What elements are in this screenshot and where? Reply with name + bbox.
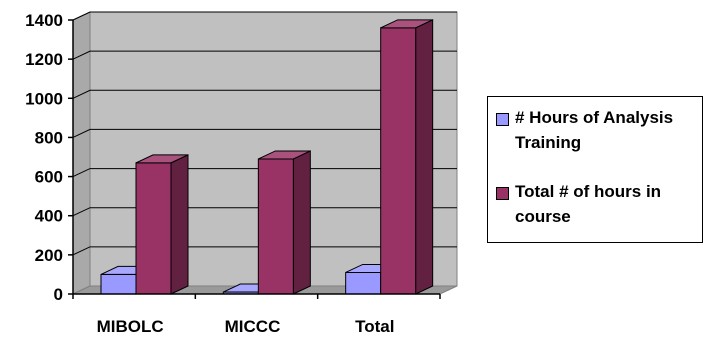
legend-label-analysis-training: # Hours of Analysis Training [515,108,674,152]
y-tick-label: 400 [35,207,63,226]
legend-swatch-total-hours [496,187,509,200]
legend-swatch-analysis-training [496,113,509,126]
gridlines [72,11,457,256]
legend: # Hours of Analysis Training Total # of … [487,96,703,243]
y-axis: 0 200 400 600 800 1000 1200 1400 [25,11,74,304]
gridline [72,246,457,256]
x-tick-label-mibolc: MIBOLC [97,317,164,336]
bar-total-series-2 [380,19,434,295]
legend-item-analysis-training: # Hours of Analysis Training [496,108,703,155]
bars [100,19,434,295]
side-wall [72,11,91,295]
gridline [72,89,457,99]
gridline [72,50,457,60]
gridline [72,168,457,178]
bar-miccc-series-2 [257,150,311,295]
y-tick-label: 0 [54,285,63,304]
gridline [72,207,457,217]
y-tick-label: 1400 [25,11,63,30]
x-tick-label-miccc: MICCC [225,317,281,336]
x-tick-label-total: Total [355,317,394,336]
y-tick-label: 800 [35,128,63,147]
x-axis: MIBOLC MICCC Total [72,293,441,336]
y-tick-label: 600 [35,168,63,187]
legend-item-total-hours: Total # of hours in course [496,182,703,229]
gridline [72,128,457,138]
y-tick-label: 200 [35,246,63,265]
y-tick-label: 1200 [25,50,63,69]
y-tick-label: 1000 [25,89,63,108]
gridline [72,11,457,21]
legend-label-total-hours: Total # of hours in course [515,182,662,226]
bar-mibolc-series-2 [135,154,189,295]
